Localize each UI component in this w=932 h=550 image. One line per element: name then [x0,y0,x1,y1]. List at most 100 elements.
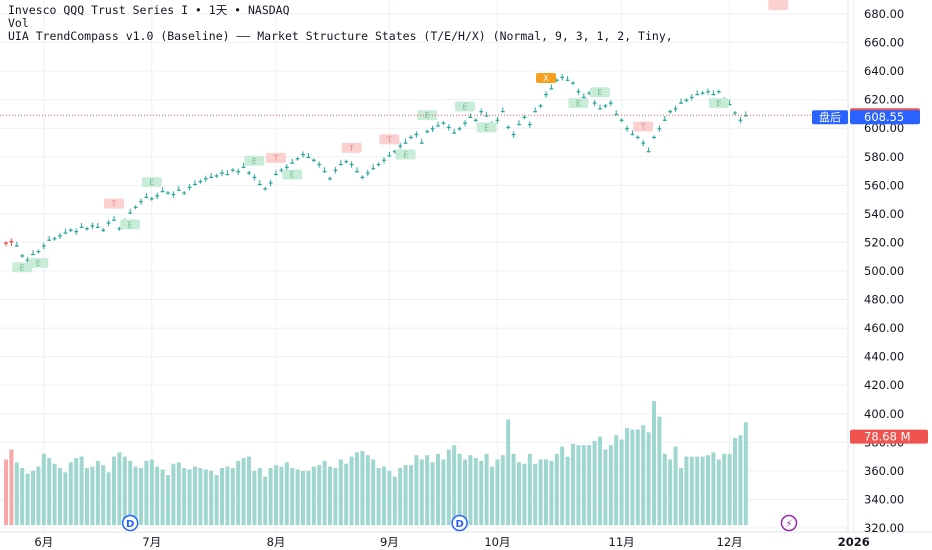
event-badge [121,514,139,532]
candle [58,235,62,237]
signal-marker-letter: E [484,123,489,132]
candle [166,192,170,194]
volume-bar [198,468,203,526]
candle [608,102,613,104]
candle [468,116,473,118]
chart-legend: Invesco QQQ Trust Series I • 1天 • NASDAQ… [8,4,673,43]
candle [614,113,619,116]
candle [74,231,79,233]
y-tick-label: 520.00 [864,235,904,249]
volume-bar [490,466,494,526]
y-tick-label: 360.00 [864,464,904,478]
candle [436,125,440,127]
volume-bar [247,456,251,526]
candle [198,181,203,183]
candle [560,76,565,79]
signal-marker-letter: X [543,74,549,83]
volume-bar [398,468,403,526]
y-tick-label: 480.00 [864,293,904,307]
candle [106,222,111,224]
volume-bar [468,455,473,526]
candle [95,226,100,228]
volume-bar [274,465,278,526]
signal-marker [141,177,162,188]
post-market-label: 盘后 [819,110,841,124]
volume-bar [306,470,311,526]
candle [144,196,149,198]
candle [25,259,30,261]
volume-legend[interactable]: Vol [8,16,29,30]
signal-marker-letter: T [640,123,646,132]
candle [79,226,84,228]
candle [479,111,484,113]
candle [311,159,316,161]
candle [695,93,700,96]
event-badges: D D ⚡ [121,514,798,532]
volume-bar [14,462,19,526]
candle [652,136,656,138]
candle [203,178,208,180]
candle [727,103,732,106]
volume-bar [376,468,381,526]
volume-bar [230,468,235,526]
y-tick-label: 680.00 [864,7,904,21]
volume-bar [500,455,505,526]
volume-bar [371,459,376,526]
y-tick-label: 420.00 [864,378,904,392]
candle [414,133,419,136]
volume-bar [581,445,586,526]
signal-marker-letter: E [576,99,581,108]
volume-bar [171,463,176,526]
x-tick-label: 2026 [838,535,870,549]
candle [571,82,575,84]
candle [527,123,532,126]
candle [576,91,581,93]
candle [382,159,386,161]
volume-bar [657,416,662,526]
x-tick-label: 7月 [142,535,161,549]
candle [668,111,673,113]
signal-marker-letter: E [149,178,154,187]
volume-bar [652,400,656,526]
volume-bar [279,466,284,526]
volume-bar [517,462,521,526]
candle [63,232,68,234]
volume-bar [333,468,338,526]
candle [549,88,554,90]
candle [90,225,95,227]
volume-bar [695,456,700,526]
volume-bar [587,445,592,526]
candle [20,255,25,257]
volume-bar [722,453,727,526]
time-axis[interactable]: 6月 7月 8月 9月 10月 11月 12月 2026 [34,535,869,549]
candle [689,96,694,99]
candle [603,105,608,107]
volume-bar [522,463,527,526]
y-tick-label: 580.00 [864,150,904,164]
volume-bar [31,470,35,526]
signal-marker-letter: T [348,144,354,153]
volume-bar [20,468,25,526]
volume-bar [220,468,224,526]
price-axis[interactable]: 680.00 660.00 640.00 620.00 600.00 580.00 560.… [864,7,904,535]
candle [328,178,332,180]
y-tick-label: 340.00 [864,492,904,506]
candle [295,158,300,160]
candle [425,131,430,133]
candle [495,119,500,121]
signal-marker-letter: T [386,135,392,144]
indicator-legend[interactable]: UIA TrendCompass v1.0 (Baseline) —— Mark… [8,29,673,43]
volume-bar [495,459,500,526]
volume-bar [533,463,538,526]
candle [257,183,262,186]
candle [592,102,597,104]
y-tick-label: 500.00 [864,264,904,278]
volume-bar [554,453,559,526]
candle [441,122,446,124]
symbol-title[interactable]: Invesco QQQ Trust Series I • 1天 • NASDAQ [8,3,290,17]
post-market-label-bg [812,110,848,125]
signal-marker-letter: T [273,154,279,163]
volume-bar [689,456,694,526]
volume-bar [679,468,683,526]
